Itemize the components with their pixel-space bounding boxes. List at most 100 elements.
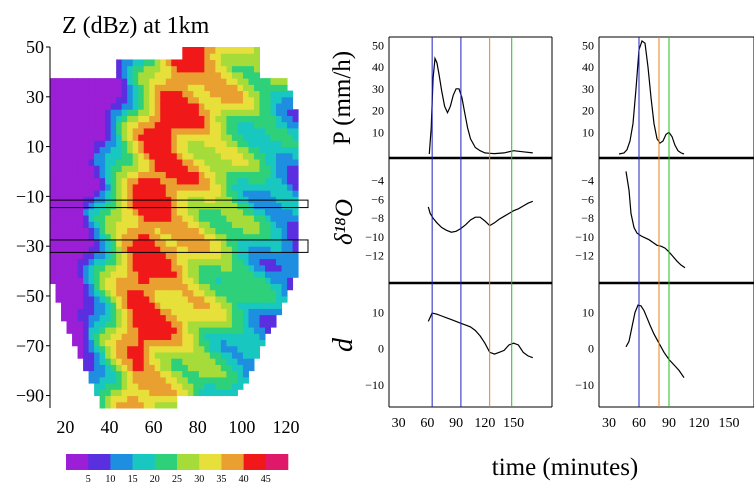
reflectivity-cell: [132, 140, 139, 148]
reflectivity-cell: [226, 215, 233, 222]
reflectivity-cell: [149, 103, 156, 110]
reflectivity-cell: [165, 115, 172, 123]
reflectivity-cell: [187, 221, 194, 228]
y-tick-label: 50: [582, 38, 594, 52]
reflectivity-cell: [242, 345, 249, 353]
reflectivity-cell: [77, 177, 84, 185]
reflectivity-cell: [265, 320, 272, 328]
reflectivity-cell: [231, 320, 238, 328]
reflectivity-cell: [182, 59, 189, 67]
reflectivity-cell: [287, 227, 294, 235]
reflectivity-cell: [176, 221, 183, 228]
reflectivity-cell: [204, 183, 211, 191]
reflectivity-cell: [237, 221, 244, 228]
reflectivity-cell: [121, 302, 128, 309]
reflectivity-cell: [215, 109, 222, 116]
reflectivity-cell: [259, 227, 266, 235]
reflectivity-cell: [88, 190, 95, 197]
reflectivity-cell: [121, 121, 128, 129]
reflectivity-cell: [220, 177, 227, 185]
reflectivity-cell: [127, 71, 134, 79]
reflectivity-cell: [198, 320, 205, 328]
reflectivity-cell: [220, 252, 227, 260]
reflectivity-cell: [270, 208, 277, 216]
reflectivity-cell: [127, 90, 134, 98]
y-tick-label: −6: [371, 192, 384, 206]
reflectivity-cell: [127, 295, 134, 303]
reflectivity-cell: [138, 90, 145, 98]
reflectivity-cell: [265, 146, 272, 154]
reflectivity-cell: [61, 208, 68, 216]
reflectivity-cell: [116, 165, 123, 172]
reflectivity-cell: [55, 277, 62, 285]
reflectivity-cell: [176, 71, 183, 79]
reflectivity-cell: [154, 283, 161, 291]
reflectivity-cell: [83, 246, 90, 253]
reflectivity-cell: [132, 364, 139, 372]
reflectivity-cell: [242, 320, 249, 328]
reflectivity-cell: [116, 59, 123, 67]
reflectivity-cell: [171, 370, 178, 378]
reflectivity-cell: [198, 227, 205, 235]
reflectivity-cell: [231, 171, 238, 179]
reflectivity-cell: [270, 121, 277, 129]
reflectivity-cell: [61, 165, 68, 172]
reflectivity-cell: [121, 221, 128, 228]
reflectivity-cell: [231, 252, 238, 260]
reflectivity-cell: [116, 177, 123, 185]
reflectivity-cell: [88, 295, 95, 303]
reflectivity-cell: [116, 358, 123, 365]
reflectivity-cell: [99, 376, 106, 384]
reflectivity-cell: [88, 370, 95, 378]
reflectivity-cell: [182, 264, 189, 272]
reflectivity-cell: [176, 364, 183, 372]
reflectivity-cell: [132, 221, 139, 228]
reflectivity-cell: [121, 190, 128, 197]
reflectivity-cell: [248, 47, 255, 54]
reflectivity-cell: [143, 227, 150, 235]
reflectivity-cell: [83, 208, 90, 216]
reflectivity-cell: [55, 252, 62, 260]
x-tick-label: 100: [228, 417, 255, 437]
reflectivity-cell: [287, 233, 294, 241]
reflectivity-cell: [77, 327, 84, 334]
reflectivity-cell: [99, 271, 106, 278]
reflectivity-cell: [187, 53, 194, 60]
reflectivity-cell: [138, 264, 145, 272]
reflectivity-cell: [154, 84, 161, 92]
reflectivity-cell: [50, 252, 57, 260]
reflectivity-cell: [138, 289, 145, 297]
reflectivity-cell: [215, 264, 222, 272]
reflectivity-cell: [94, 90, 101, 98]
reflectivity-cell: [61, 221, 68, 228]
reflectivity-cell: [110, 283, 117, 291]
reflectivity-cell: [154, 314, 161, 322]
reflectivity-cell: [215, 295, 222, 303]
reflectivity-cell: [99, 246, 106, 253]
reflectivity-cell: [198, 271, 205, 278]
series-line: [427, 200, 534, 233]
reflectivity-cell: [154, 258, 161, 266]
reflectivity-cell: [220, 264, 227, 272]
reflectivity-cell: [259, 134, 266, 141]
reflectivity-cell: [187, 115, 194, 123]
reflectivity-cell: [253, 202, 260, 210]
reflectivity-cell: [154, 90, 161, 98]
reflectivity-cell: [94, 264, 101, 272]
reflectivity-cell: [149, 59, 156, 67]
reflectivity-cell: [187, 271, 194, 278]
reflectivity-cell: [165, 271, 172, 278]
reflectivity-cell: [77, 351, 84, 359]
reflectivity-cell: [143, 339, 150, 347]
reflectivity-cell: [72, 271, 79, 278]
reflectivity-cell: [292, 221, 299, 228]
reflectivity-cell: [149, 127, 156, 135]
reflectivity-cell: [248, 221, 255, 228]
reflectivity-cell: [127, 59, 134, 67]
reflectivity-cell: [160, 233, 167, 241]
reflectivity-cell: [270, 140, 277, 148]
reflectivity-cell: [99, 252, 106, 260]
reflectivity-cell: [231, 376, 238, 384]
reflectivity-cell: [259, 103, 266, 110]
